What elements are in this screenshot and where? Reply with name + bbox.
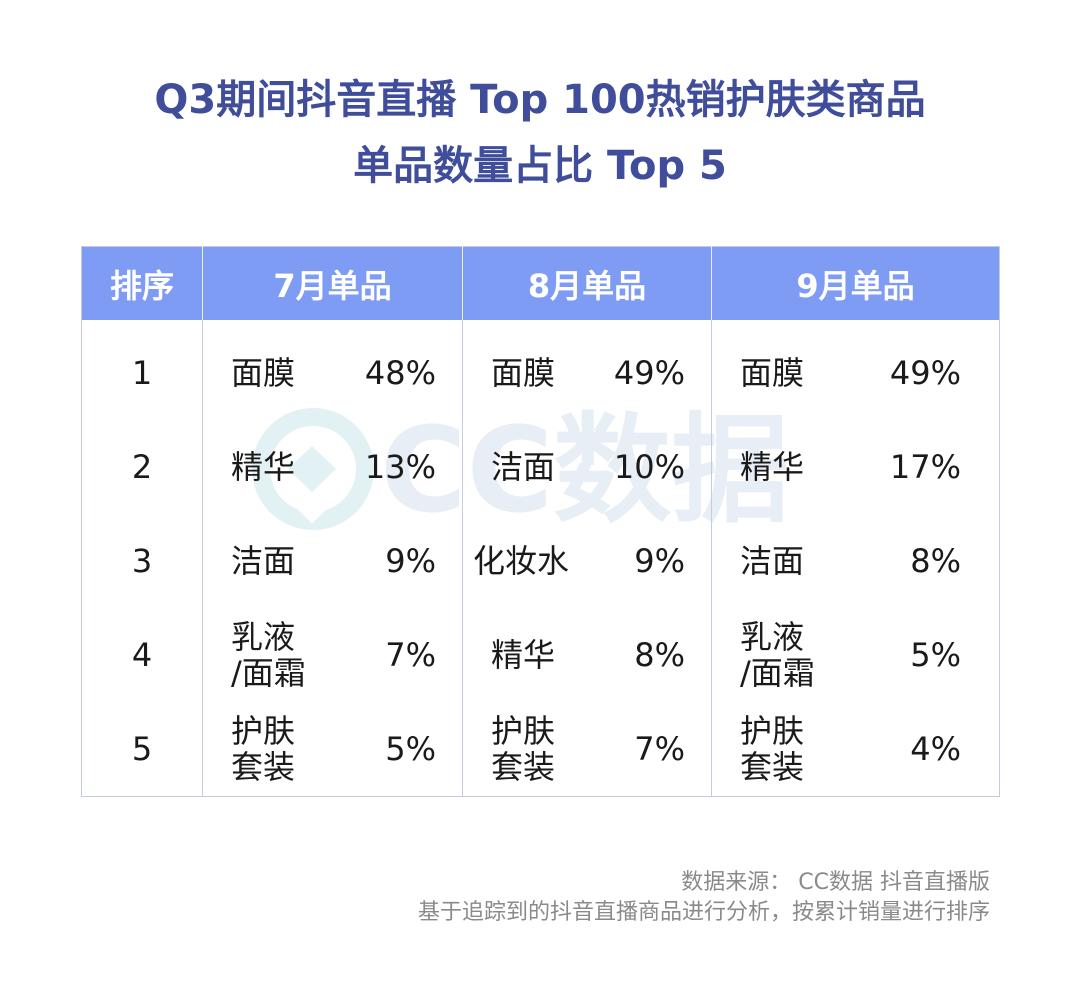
source-line2: 基于追踪到的抖音直播商品进行分析，按累计销量进行排序 <box>417 900 990 925</box>
rank-cell: 3 <box>131 542 153 580</box>
page-subtitle: 单品数量占比 Top 5 <box>353 143 727 189</box>
august-cell: 洁面 10% <box>462 420 712 514</box>
header-july: 7月单品 <box>202 246 463 320</box>
table-row: 4 乳液 /面霜 7% 精华 8% 乳液 <box>82 608 1000 702</box>
rank-cell: 5 <box>131 730 153 768</box>
share-value: 7% <box>634 730 685 768</box>
july-cell: 护肤 套装 5% <box>202 702 463 797</box>
product-name: 面膜 <box>231 354 296 392</box>
share-value: 10% <box>613 448 685 486</box>
share-value: 5% <box>910 636 961 674</box>
september-cell: 面膜 49% <box>711 320 1000 420</box>
product-name-line2: 套装 <box>740 748 805 786</box>
share-value: 13% <box>364 448 436 486</box>
august-cell: 化妆水 9% <box>462 514 712 608</box>
product-name: 面膜 <box>491 354 556 392</box>
page-title: Q3期间抖音直播 Top 100热销护肤类商品 <box>154 77 926 123</box>
product-name-line1: 护肤 <box>231 712 296 750</box>
source-line1: 数据来源： CC数据 抖音直播版 <box>681 870 990 895</box>
table-row: 1 面膜 48% 面膜 49% 面膜 49% <box>82 320 1000 420</box>
product-name-line2: 套装 <box>491 748 556 786</box>
rank-cell: 1 <box>131 354 153 392</box>
product-name: 乳液 /面霜 <box>231 619 306 691</box>
table-row: 3 洁面 9% 化妆水 9% 洁面 8% <box>82 514 1000 608</box>
product-name: 面膜 <box>740 354 805 392</box>
product-name-line2: /面霜 <box>740 654 815 692</box>
august-cell: 面膜 49% <box>462 320 712 420</box>
header-august: 8月单品 <box>462 246 712 320</box>
share-value: 17% <box>889 448 961 486</box>
august-cell: 护肤 套装 7% <box>462 702 712 797</box>
product-name: 化妆水 <box>473 542 570 580</box>
september-cell: 精华 17% <box>711 420 1000 514</box>
share-value: 5% <box>385 730 436 768</box>
product-name: 护肤 套装 <box>491 713 555 785</box>
september-cell: 护肤 套装 4% <box>711 702 1000 797</box>
product-name: 乳液 /面霜 <box>740 619 815 691</box>
table-row: 2 精华 13% 洁面 10% 精华 17% <box>82 420 1000 514</box>
july-cell: 面膜 48% <box>202 320 463 420</box>
product-name: 洁面 <box>491 448 556 486</box>
share-value: 8% <box>910 542 961 580</box>
share-value: 49% <box>613 354 685 392</box>
ranking-table: 排序 7月单品 8月单品 9月单品 1 面膜 48% 面膜 49% <box>81 246 1000 797</box>
august-cell: 精华 8% <box>462 608 712 702</box>
header-rank: 排序 <box>81 246 203 320</box>
share-value: 48% <box>364 354 436 392</box>
product-name: 洁面 <box>231 542 296 580</box>
share-value: 7% <box>385 636 436 674</box>
header-september: 9月单品 <box>711 246 1000 320</box>
share-value: 4% <box>910 730 961 768</box>
product-name-line1: 护肤 <box>491 712 556 750</box>
product-name: 洁面 <box>740 542 805 580</box>
rank-cell: 2 <box>131 448 153 486</box>
table-row: 5 护肤 套装 5% 护肤 套装 7% <box>82 702 1000 797</box>
product-name-line2: 套装 <box>231 748 296 786</box>
product-name: 精华 <box>231 448 296 486</box>
share-value: 9% <box>385 542 436 580</box>
share-value: 9% <box>634 542 685 580</box>
product-name-line1: 护肤 <box>740 712 805 750</box>
july-cell: 乳液 /面霜 7% <box>202 608 463 702</box>
share-value: 49% <box>889 354 961 392</box>
product-name: 精华 <box>740 448 805 486</box>
product-name-line1: 乳液 <box>740 618 805 656</box>
july-cell: 洁面 9% <box>202 514 463 608</box>
product-name: 护肤 套装 <box>740 713 804 785</box>
product-name-line2: /面霜 <box>231 654 306 692</box>
share-value: 8% <box>634 636 685 674</box>
rank-cell: 4 <box>131 636 153 674</box>
table-header-row: 排序 7月单品 8月单品 9月单品 <box>81 246 1000 320</box>
source-note: 数据来源： CC数据 抖音直播版 基于追踪到的抖音直播商品进行分析，按累计销量进… <box>418 868 990 928</box>
september-cell: 洁面 8% <box>711 514 1000 608</box>
product-name-line1: 乳液 <box>231 618 296 656</box>
july-cell: 精华 13% <box>202 420 463 514</box>
product-name: 护肤 套装 <box>231 713 295 785</box>
september-cell: 乳液 /面霜 5% <box>711 608 1000 702</box>
product-name: 精华 <box>491 636 556 674</box>
